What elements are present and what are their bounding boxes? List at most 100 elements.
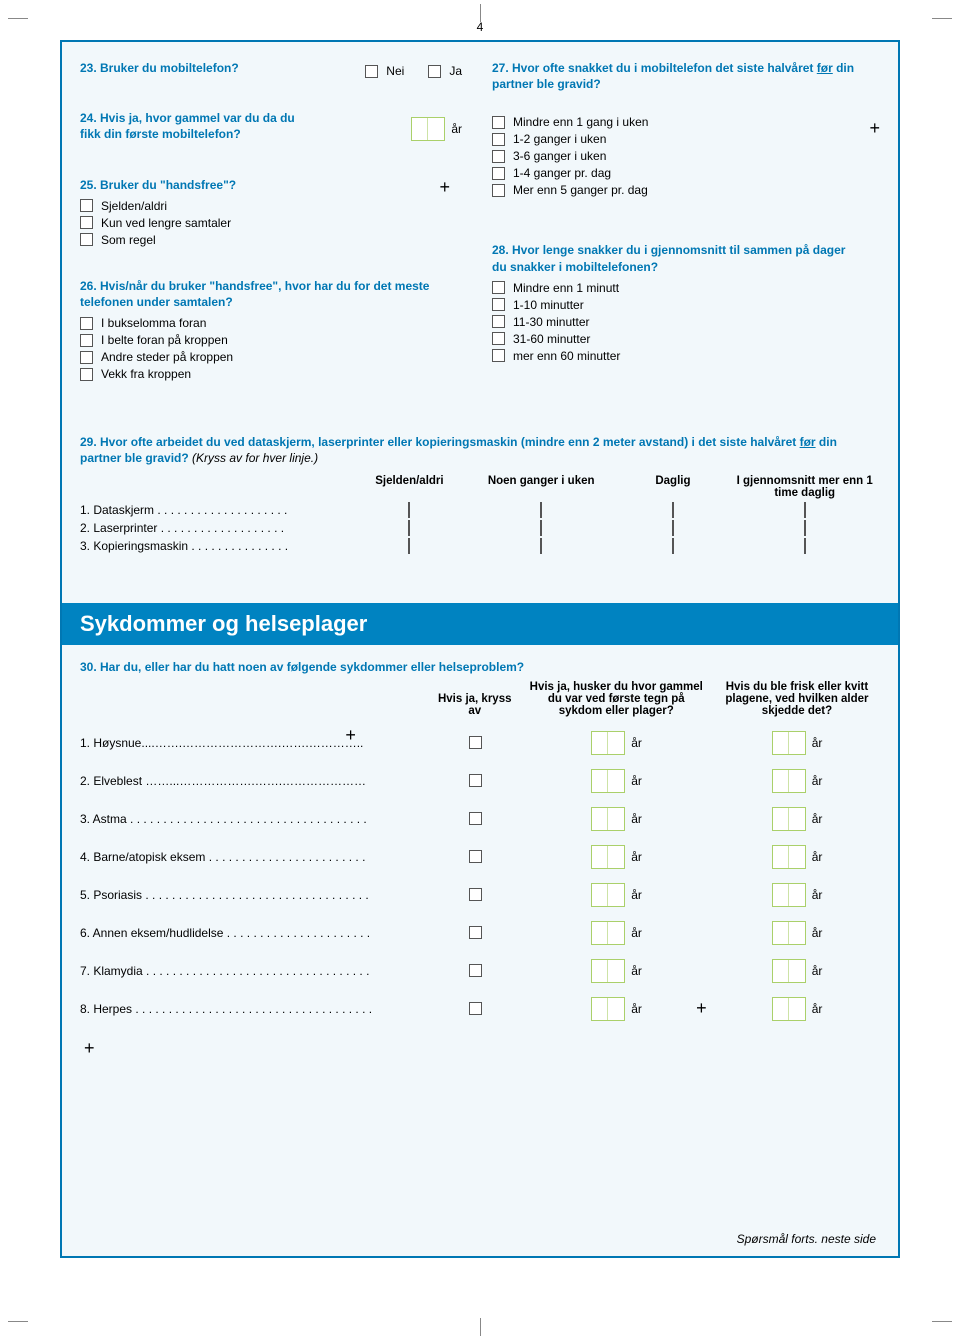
q23-checkbox-ja[interactable]	[428, 65, 441, 78]
q30-age-recovery-input[interactable]	[772, 769, 806, 793]
q29-checkbox[interactable]	[408, 538, 410, 554]
q29-checkbox[interactable]	[804, 520, 806, 536]
q30-checkbox[interactable]	[469, 888, 482, 901]
q29-header: Noen ganger i uken	[466, 475, 617, 499]
q30-checkbox[interactable]	[469, 812, 482, 825]
q30-age-onset-input[interactable]	[591, 959, 625, 983]
q25-label: Kun ved lengre samtaler	[101, 216, 231, 230]
q30-row-label: 4. Barne/atopisk eksem . . . . . . . . .…	[80, 850, 431, 864]
page-number: 4	[0, 20, 960, 34]
q30-age-onset-input[interactable]	[591, 921, 625, 945]
q27-label: 1-2 ganger i uken	[513, 132, 606, 146]
q29-checkbox[interactable]	[540, 502, 542, 518]
q29-checkbox[interactable]	[672, 520, 674, 536]
plus-icon: +	[345, 725, 356, 746]
q25-label: Sjelden/aldri	[101, 199, 167, 213]
q30-age-recovery-input[interactable]	[772, 731, 806, 755]
q28: 28. Hvor lenge snakker du i gjennomsnitt…	[492, 242, 880, 362]
q28-label: mer enn 60 minutter	[513, 349, 620, 363]
unit-label: år	[812, 850, 823, 864]
q30-row-label: 1. Høysnue....…….…………………….…….…………..	[80, 736, 431, 750]
q26-checkbox-1[interactable]	[80, 334, 93, 347]
q29-checkbox[interactable]	[540, 538, 542, 554]
q30-checkbox[interactable]	[469, 1002, 482, 1015]
section-banner: Sykdommer og helseplager	[62, 603, 898, 645]
q30-age-recovery-input[interactable]	[772, 845, 806, 869]
q27: 27. Hvor ofte snakket du i mobiltelefon …	[492, 60, 880, 197]
q29-title: 29. Hvor ofte arbeidet du ved dataskjerm…	[80, 434, 880, 466]
unit-label: år	[812, 1002, 823, 1016]
q23-checkbox-nei[interactable]	[365, 65, 378, 78]
q28-checkbox-3[interactable]	[492, 332, 505, 345]
q30-row-label: 5. Psoriasis . . . . . . . . . . . . . .…	[80, 888, 431, 902]
q30-age-onset-input[interactable]	[591, 731, 625, 755]
q30-age-onset-input[interactable]	[591, 769, 625, 793]
q23-label-nei: Nei	[386, 64, 404, 78]
q30-age-onset-input[interactable]	[591, 997, 625, 1021]
q29-row: 2. Laserprinter . . . . . . . . . . . . …	[80, 521, 880, 535]
q24-title: 24. Hvis ja, hvor gammel var du da du fi…	[80, 110, 310, 142]
q27-checkbox-4[interactable]	[492, 184, 505, 197]
q28-checkbox-0[interactable]	[492, 281, 505, 294]
q28-checkbox-4[interactable]	[492, 349, 505, 362]
q27-checkbox-1[interactable]	[492, 133, 505, 146]
footer-text: Spørsmål forts. neste side	[737, 1228, 894, 1246]
unit-label: år	[631, 774, 642, 788]
q29-checkbox[interactable]	[672, 502, 674, 518]
q30-age-onset-input[interactable]	[591, 883, 625, 907]
q28-checkbox-2[interactable]	[492, 315, 505, 328]
q30-checkbox[interactable]	[469, 736, 482, 749]
q28-label: 1-10 minutter	[513, 298, 584, 312]
q24-input[interactable]	[411, 117, 445, 141]
plus-icon: +	[439, 177, 450, 198]
q30-checkbox[interactable]	[469, 926, 482, 939]
q25-checkbox-1[interactable]	[80, 216, 93, 229]
q30-row: 6. Annen eksem/hudlidelse . . . . . . . …	[80, 921, 880, 945]
q25-checkbox-2[interactable]	[80, 233, 93, 246]
q30-age-onset-input[interactable]	[591, 807, 625, 831]
q30-age-recovery-input[interactable]	[772, 883, 806, 907]
q30-checkbox[interactable]	[469, 774, 482, 787]
q26-checkbox-0[interactable]	[80, 317, 93, 330]
q30-checkbox[interactable]	[469, 850, 482, 863]
unit-label: år	[631, 1002, 642, 1016]
q30-age-recovery-input[interactable]	[772, 959, 806, 983]
col-left: 23. Bruker du mobiltelefon? Nei Ja 24. H…	[80, 60, 480, 384]
q29-checkbox[interactable]	[408, 520, 410, 536]
q29-checkbox[interactable]	[804, 502, 806, 518]
q30-checkbox[interactable]	[469, 964, 482, 977]
plus-icon: +	[696, 998, 707, 1019]
q27-label: 3-6 ganger i uken	[513, 149, 606, 163]
plus-icon: +	[84, 1038, 95, 1059]
q24-unit: år	[451, 122, 462, 136]
q25: 25. Bruker du "handsfree"? + Sjelden/ald…	[80, 177, 462, 247]
q27-label: 1-4 ganger pr. dag	[513, 166, 611, 180]
unit-label: år	[631, 736, 642, 750]
q30: 30. Har du, eller har du hatt noen av fø…	[62, 645, 898, 1043]
q25-checkbox-0[interactable]	[80, 199, 93, 212]
q27-checkbox-0[interactable]	[492, 116, 505, 129]
q30-row: 2. Elveblest ……...……………….…….…………………årår	[80, 769, 880, 793]
unit-label: år	[812, 964, 823, 978]
unit-label: år	[812, 926, 823, 940]
q30-age-recovery-input[interactable]	[772, 807, 806, 831]
q26-checkbox-3[interactable]	[80, 368, 93, 381]
plus-icon: +	[869, 118, 880, 139]
q25-title: 25. Bruker du "handsfree"?	[80, 177, 462, 193]
unit-label: år	[812, 736, 823, 750]
col-right: 27. Hvor ofte snakket du i mobiltelefon …	[480, 60, 880, 384]
q29-row-label: 1. Dataskjerm . . . . . . . . . . . . . …	[80, 503, 353, 517]
q29-checkbox[interactable]	[408, 502, 410, 518]
q29-checkbox[interactable]	[672, 538, 674, 554]
q28-checkbox-1[interactable]	[492, 298, 505, 311]
q27-checkbox-2[interactable]	[492, 150, 505, 163]
q27-checkbox-3[interactable]	[492, 167, 505, 180]
q30-age-recovery-input[interactable]	[772, 921, 806, 945]
q29-checkbox[interactable]	[540, 520, 542, 536]
q29-checkbox[interactable]	[804, 538, 806, 554]
q30-age-recovery-input[interactable]	[772, 997, 806, 1021]
q30-age-onset-input[interactable]	[591, 845, 625, 869]
q29-row-label: 3. Kopieringsmaskin . . . . . . . . . . …	[80, 539, 353, 553]
page: 4 23. Bruker du mobiltelefon? Nei Ja 24.…	[0, 0, 960, 1340]
q26-checkbox-2[interactable]	[80, 351, 93, 364]
